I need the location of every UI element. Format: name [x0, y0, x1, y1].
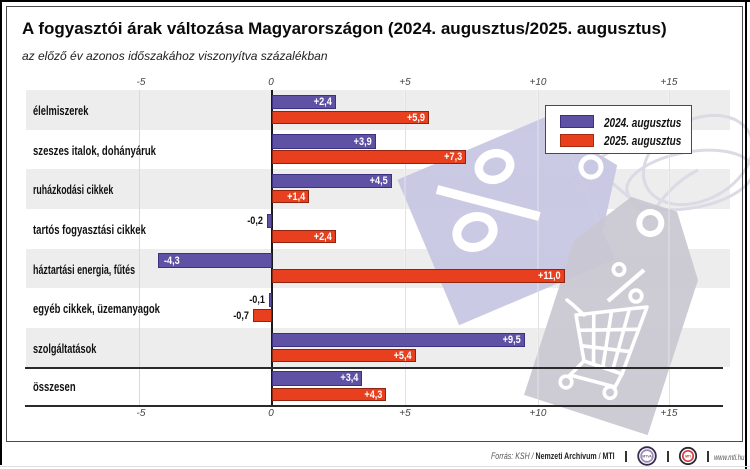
svg-text:MTI: MTI: [685, 454, 691, 458]
svg-text:MTVA: MTVA: [642, 454, 652, 458]
